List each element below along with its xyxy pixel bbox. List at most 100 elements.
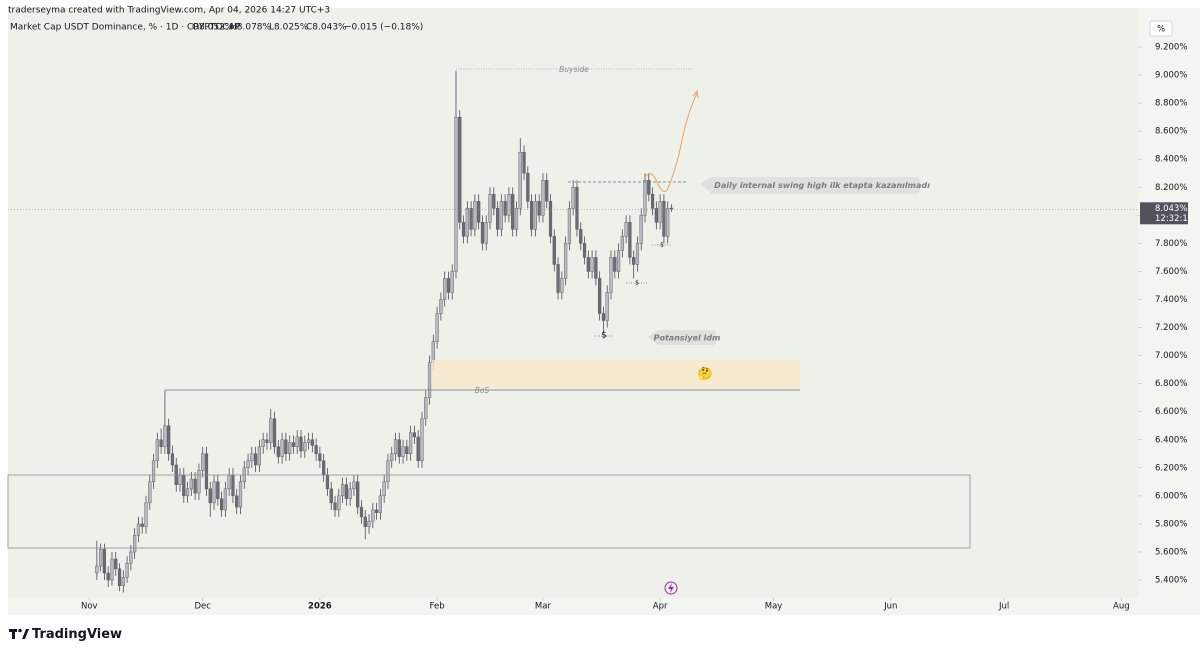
brand: TradingView (9, 627, 122, 642)
candle-body (484, 222, 488, 244)
candle-body (348, 488, 352, 499)
candle-body (488, 194, 492, 223)
logo-dot (18, 628, 22, 633)
candle-body (197, 470, 201, 494)
candle-body (284, 439, 288, 454)
high-label: H8.078% (230, 23, 272, 33)
candle-body (133, 534, 137, 553)
candle-body (609, 257, 613, 293)
countdown-label: 12:32:15 (1155, 214, 1193, 224)
candle-body (427, 362, 432, 398)
candle-body (507, 194, 511, 216)
candle-body (378, 495, 382, 513)
unit-button[interactable] (1149, 20, 1173, 37)
candle-body (246, 460, 250, 469)
candle-body (337, 495, 341, 511)
candle-body (170, 453, 175, 466)
candle-body (477, 201, 481, 223)
candle-body (106, 572, 110, 581)
event-icon[interactable] (664, 581, 678, 595)
y-tick-label: 5.600% (1155, 547, 1187, 557)
candle-body (144, 502, 148, 527)
logo-slash (22, 629, 29, 639)
candle-body (424, 397, 428, 419)
candle-body (371, 509, 375, 522)
y-tick-label: 7.600% (1155, 267, 1187, 277)
swing-callout (700, 177, 920, 194)
candle-body (318, 453, 322, 462)
candle-body (537, 201, 541, 216)
candle-body (594, 257, 598, 279)
x-tick-label: Feb (430, 602, 445, 612)
candle-body (522, 152, 526, 174)
candle-body (446, 278, 451, 293)
candle-body (530, 201, 534, 230)
emoji: 🤔 (698, 367, 713, 381)
candle-body (280, 439, 284, 457)
candle-body (658, 201, 662, 223)
candle-body (125, 563, 129, 578)
candle-body (310, 439, 314, 446)
candle-body (99, 548, 103, 567)
candle-body (548, 201, 553, 237)
swing-callout-text: Daily internal swing high ilk etapta kaz… (714, 181, 930, 190)
candle-body (306, 439, 311, 443)
y-tick-label: 8.800% (1155, 99, 1187, 109)
candle-body (121, 577, 125, 586)
drawings: BoS Buyside Daily internal swing high il… (7, 65, 971, 595)
x-tick-label: May (765, 602, 783, 612)
candle-body (469, 208, 473, 230)
candle-body (178, 474, 182, 485)
candle-body (620, 236, 624, 251)
candle-body (495, 208, 500, 230)
candle-body (632, 257, 636, 265)
candle-body (412, 432, 417, 438)
x-tick-label: Mar (535, 602, 552, 612)
candle-body (227, 474, 231, 490)
candle-body (503, 201, 507, 216)
candle-body (291, 442, 296, 447)
sweep-label: $ (601, 331, 607, 341)
open-label: O8.052% (192, 23, 234, 33)
candle-body (250, 453, 254, 462)
candle-body (393, 439, 398, 454)
candle-body (647, 180, 651, 195)
candle-body (352, 481, 356, 490)
candle-body (356, 481, 360, 508)
candle-body (299, 436, 303, 452)
candle-body (375, 509, 379, 513)
candle-body (386, 460, 390, 483)
low-label: L8.025% (269, 23, 309, 33)
potential-callout (648, 330, 716, 345)
candle-body (114, 558, 118, 570)
candle-body (492, 194, 496, 209)
y-tick-label: 6.800% (1155, 379, 1187, 389)
candle-body (295, 436, 299, 447)
y-tick-label: 7.200% (1155, 323, 1187, 333)
buyside-label: Buyside (559, 65, 589, 74)
candle-body (582, 243, 587, 258)
event-bolt (668, 583, 674, 593)
candle-body (401, 446, 405, 457)
candle-body (560, 278, 564, 293)
x-tick-label: 2026 (308, 602, 332, 612)
candle-body (219, 498, 224, 511)
time-scale-bg (8, 598, 1138, 615)
last-price-label: 8.043% (1155, 204, 1187, 214)
candle-body (511, 194, 515, 230)
projection-path (644, 92, 698, 193)
candle-body (110, 558, 114, 581)
price-scale-bg (1138, 8, 1200, 615)
x-tick-label: Jun (883, 602, 897, 612)
y-tick-label: 7.800% (1155, 239, 1187, 249)
y-tick-label: 5.800% (1155, 519, 1187, 529)
candle-body (329, 488, 333, 504)
candle-body (409, 432, 413, 454)
candle-body (473, 201, 477, 230)
candle-body (650, 194, 655, 209)
candle-body (533, 201, 537, 230)
candle-body (204, 453, 209, 490)
x-tick-label: Dec (194, 602, 211, 612)
candle-body (545, 180, 549, 202)
plot-bg (8, 8, 1138, 598)
